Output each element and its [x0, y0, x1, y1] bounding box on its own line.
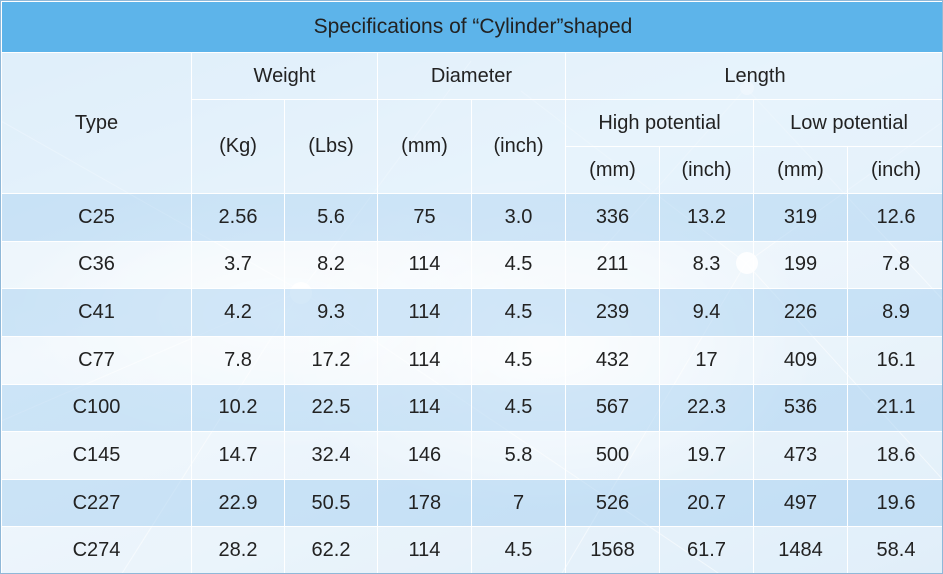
- weight-lbs-cell: 62.2: [284, 526, 378, 573]
- type-header: Type: [1, 52, 192, 194]
- low-mm-cell: 226: [753, 288, 848, 337]
- low-inch-header: (inch): [846, 146, 942, 194]
- high-inch-cell: 13.2: [659, 193, 754, 242]
- low-inch-cell: 16.1: [846, 335, 942, 385]
- diameter-header: Diameter: [377, 52, 566, 100]
- weight-kg-cell: 28.2: [191, 526, 285, 573]
- table-row: C41 4.2 9.3 114 4.5 239 9.4 226 8.9: [1, 288, 942, 337]
- type-cell: C100: [1, 383, 192, 433]
- diameter-inch-cell: 5.8: [471, 431, 566, 480]
- weight-kg-cell: 7.8: [191, 335, 285, 385]
- table-row: C77 7.8 17.2 114 4.5 432 17 409 16.1: [1, 335, 942, 385]
- type-cell: C227: [1, 478, 192, 528]
- low-inch-cell: 12.6: [846, 193, 942, 242]
- low-inch-cell: 21.1: [846, 383, 942, 433]
- weight-kg-cell: 14.7: [191, 431, 285, 480]
- type-cell: C274: [1, 526, 192, 573]
- weight-kg-cell: 10.2: [191, 383, 285, 433]
- low-mm-cell: 497: [753, 478, 848, 528]
- high-mm-cell: 1568: [565, 526, 660, 573]
- weight-kg-cell: 4.2: [191, 288, 285, 337]
- diameter-mm-cell: 114: [377, 240, 472, 290]
- table-row: C36 3.7 8.2 114 4.5 211 8.3 199 7.8: [1, 240, 942, 290]
- weight-lbs-header: (Lbs): [284, 99, 378, 194]
- diameter-inch-cell: 4.5: [471, 240, 566, 290]
- high-mm-cell: 432: [565, 335, 660, 385]
- weight-kg-cell: 22.9: [191, 478, 285, 528]
- weight-lbs-cell: 22.5: [284, 383, 378, 433]
- diameter-mm-cell: 178: [377, 478, 472, 528]
- weight-lbs-cell: 9.3: [284, 288, 378, 337]
- type-cell: C36: [1, 240, 192, 290]
- high-potential-header: High potential: [565, 99, 754, 147]
- diameter-inch-cell: 4.5: [471, 526, 566, 573]
- weight-lbs-cell: 5.6: [284, 193, 378, 242]
- type-cell: C77: [1, 335, 192, 385]
- high-mm-cell: 336: [565, 193, 660, 242]
- weight-lbs-cell: 8.2: [284, 240, 378, 290]
- type-cell: C25: [1, 193, 192, 242]
- table-body: C25 2.56 5.6 75 3.0 336 13.2 319 12.6 C36 3.7 8.2 11…: [1, 193, 942, 573]
- diameter-mm-cell: 114: [377, 383, 472, 433]
- diameter-mm-cell: 114: [377, 288, 472, 337]
- high-mm-header: (mm): [565, 146, 660, 194]
- high-mm-cell: 567: [565, 383, 660, 433]
- low-mm-cell: 536: [753, 383, 848, 433]
- diameter-mm-cell: 146: [377, 431, 472, 480]
- weight-lbs-cell: 50.5: [284, 478, 378, 528]
- weight-kg-header: (Kg): [191, 99, 285, 194]
- diameter-mm-cell: 114: [377, 335, 472, 385]
- low-inch-cell: 8.9: [846, 288, 942, 337]
- low-mm-cell: 199: [753, 240, 848, 290]
- table-row: C274 28.2 62.2 114 4.5 1568 61.7 1484 58.4: [1, 526, 942, 573]
- diameter-mm-header: (mm): [377, 99, 472, 194]
- high-inch-cell: 17: [659, 335, 754, 385]
- high-inch-cell: 20.7: [659, 478, 754, 528]
- table-row: C100 10.2 22.5 114 4.5 567 22.3 536 21.1: [1, 383, 942, 433]
- low-mm-header: (mm): [753, 146, 848, 194]
- length-header: Length: [564, 52, 942, 100]
- low-inch-cell: 18.6: [846, 431, 942, 480]
- high-mm-cell: 211: [565, 240, 660, 290]
- low-inch-cell: 58.4: [846, 526, 942, 573]
- low-potential-header: Low potential: [752, 99, 942, 147]
- diameter-inch-cell: 4.5: [471, 383, 566, 433]
- high-mm-cell: 500: [565, 431, 660, 480]
- high-mm-cell: 239: [565, 288, 660, 337]
- low-inch-cell: 19.6: [846, 478, 942, 528]
- high-mm-cell: 526: [565, 478, 660, 528]
- low-mm-cell: 473: [753, 431, 848, 480]
- high-inch-cell: 19.7: [659, 431, 754, 480]
- weight-header: Weight: [191, 52, 378, 100]
- diameter-inch-cell: 3.0: [471, 193, 566, 242]
- weight-lbs-cell: 17.2: [284, 335, 378, 385]
- high-inch-cell: 9.4: [659, 288, 754, 337]
- diameter-inch-cell: 4.5: [471, 335, 566, 385]
- table-row: C25 2.56 5.6 75 3.0 336 13.2 319 12.6: [1, 193, 942, 242]
- weight-lbs-cell: 32.4: [284, 431, 378, 480]
- diameter-mm-cell: 75: [377, 193, 472, 242]
- type-cell: C145: [1, 431, 192, 480]
- table-row: C227 22.9 50.5 178 7 526 20.7 497 19.6: [1, 478, 942, 528]
- low-mm-cell: 1484: [753, 526, 848, 573]
- low-inch-cell: 7.8: [846, 240, 942, 290]
- high-inch-cell: 22.3: [659, 383, 754, 433]
- table-title: Specifications of “Cylinder”shaped: [1, 1, 942, 53]
- diameter-inch-header: (inch): [471, 99, 566, 194]
- table-row: C145 14.7 32.4 146 5.8 500 19.7 473 18.6: [1, 431, 942, 480]
- weight-kg-cell: 2.56: [191, 193, 285, 242]
- high-inch-cell: 61.7: [659, 526, 754, 573]
- type-cell: C41: [1, 288, 192, 337]
- diameter-inch-cell: 7: [471, 478, 566, 528]
- high-inch-cell: 8.3: [659, 240, 754, 290]
- weight-kg-cell: 3.7: [191, 240, 285, 290]
- low-mm-cell: 409: [753, 335, 848, 385]
- high-inch-header: (inch): [659, 146, 754, 194]
- low-mm-cell: 319: [753, 193, 848, 242]
- diameter-inch-cell: 4.5: [471, 288, 566, 337]
- diameter-mm-cell: 114: [377, 526, 472, 573]
